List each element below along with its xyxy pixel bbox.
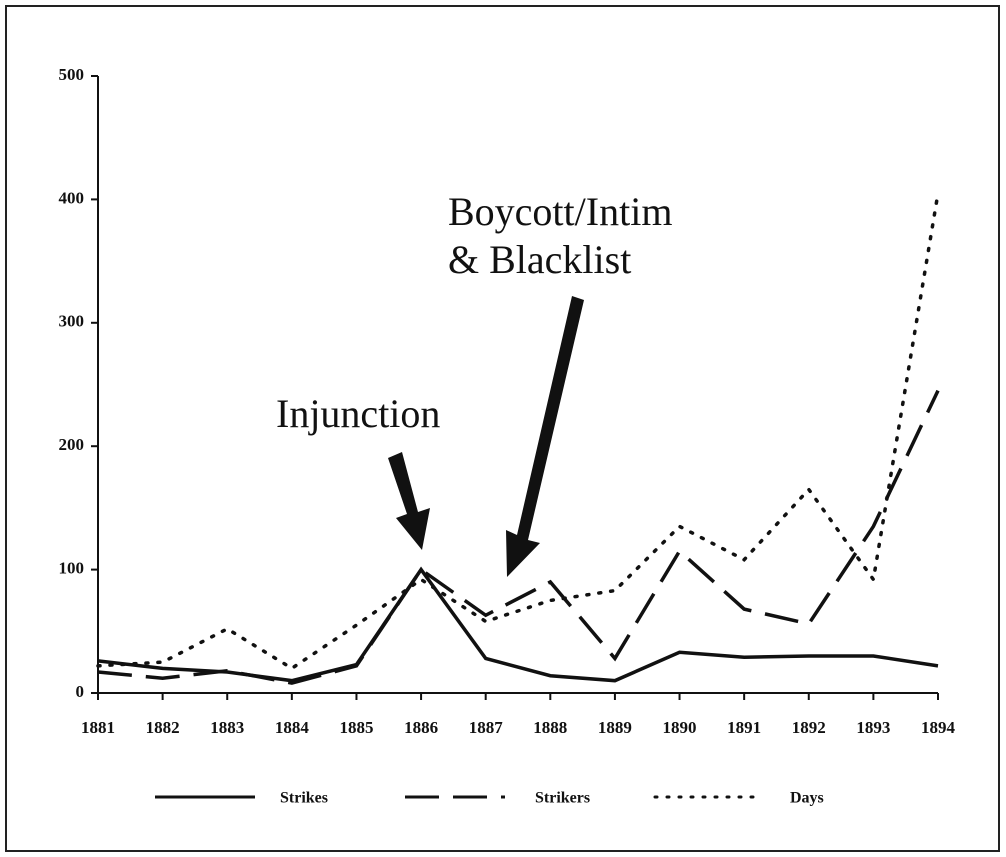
y-tick-label: 500 <box>59 65 85 84</box>
x-tick-label: 1893 <box>856 718 890 737</box>
series-line <box>96 191 940 671</box>
series-line <box>97 389 940 685</box>
x-tick-label: 1894 <box>921 718 956 737</box>
frame <box>5 5 1000 852</box>
x-tick-label: 1891 <box>727 718 761 737</box>
legend-label: Strikes <box>280 790 328 807</box>
y-tick-label: 100 <box>59 559 85 578</box>
legend-label: Strikers <box>535 790 590 807</box>
annotation: & Blacklist <box>448 237 631 282</box>
y-tick-label: 400 <box>59 188 85 207</box>
x-tick-label: 1889 <box>598 718 632 737</box>
injunction-arrow <box>388 452 430 550</box>
y-tick-label: 200 <box>59 435 85 454</box>
y-tick-label: 0 <box>76 682 85 701</box>
x-tick-label: 1890 <box>663 718 697 737</box>
annotation: Injunction <box>276 391 440 436</box>
x-tick-label: 1886 <box>404 718 438 737</box>
boycott-arrow <box>506 296 584 577</box>
series-line <box>97 566 939 683</box>
x-tick-label: 1881 <box>81 718 115 737</box>
x-tick-label: 1885 <box>339 718 373 737</box>
x-tick-label: 1883 <box>210 718 244 737</box>
y-tick-label: 300 <box>59 312 85 331</box>
annotation: Boycott/Intim <box>448 189 672 234</box>
x-tick-label: 1887 <box>469 718 504 737</box>
legend-label: Days <box>790 790 824 807</box>
x-tick-label: 1882 <box>146 718 180 737</box>
x-tick-label: 1888 <box>533 718 567 737</box>
x-tick-label: 1892 <box>792 718 826 737</box>
x-tick-label: 1884 <box>275 718 310 737</box>
